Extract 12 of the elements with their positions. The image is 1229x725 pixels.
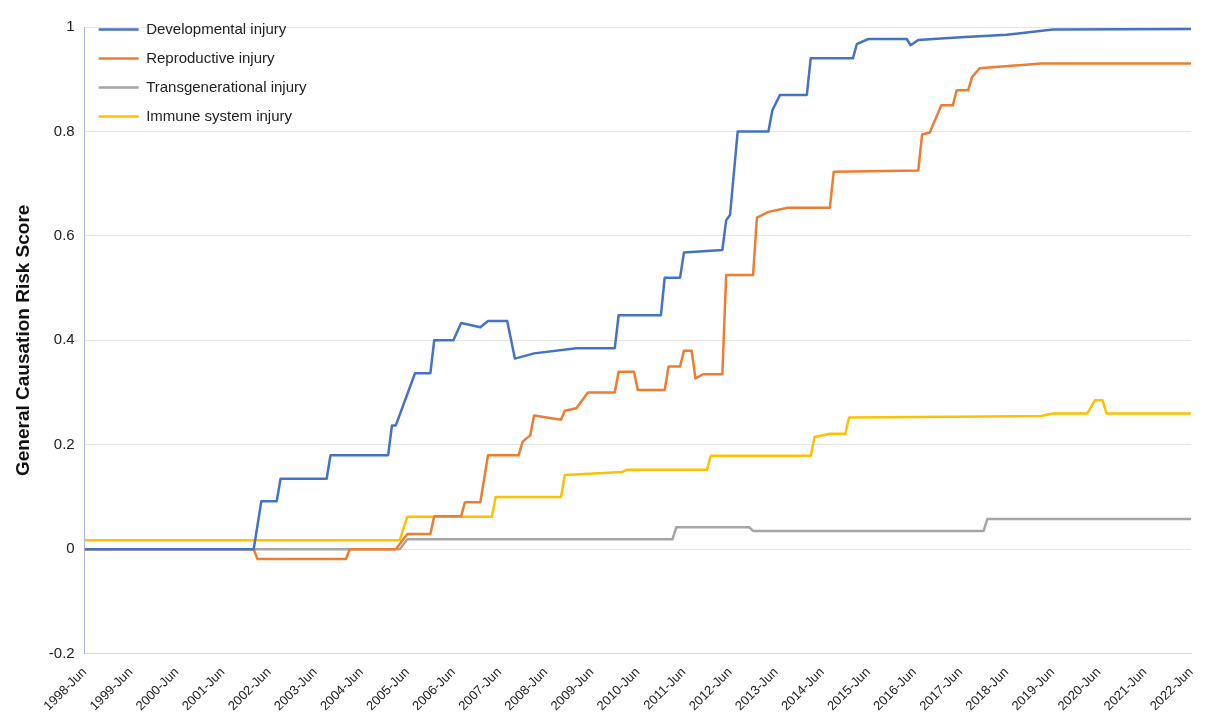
legend-label: Transgenerational injury — [146, 77, 308, 95]
y-axis-title: General Causation Risk Score — [11, 204, 33, 477]
y-tick-label: 0.8 — [53, 121, 75, 139]
legend-label: Developmental injury — [146, 19, 287, 37]
y-tick-label: 0 — [66, 539, 75, 557]
y-tick-label: 0.2 — [53, 434, 75, 452]
y-tick-label: 1 — [66, 17, 75, 35]
legend-label: Immune system injury — [146, 106, 293, 124]
y-tick-label: 0.6 — [53, 226, 75, 244]
y-tick-label: -0.2 — [48, 643, 75, 661]
y-tick-label: 0.4 — [53, 330, 75, 348]
legend-label: Reproductive injury — [146, 48, 276, 66]
